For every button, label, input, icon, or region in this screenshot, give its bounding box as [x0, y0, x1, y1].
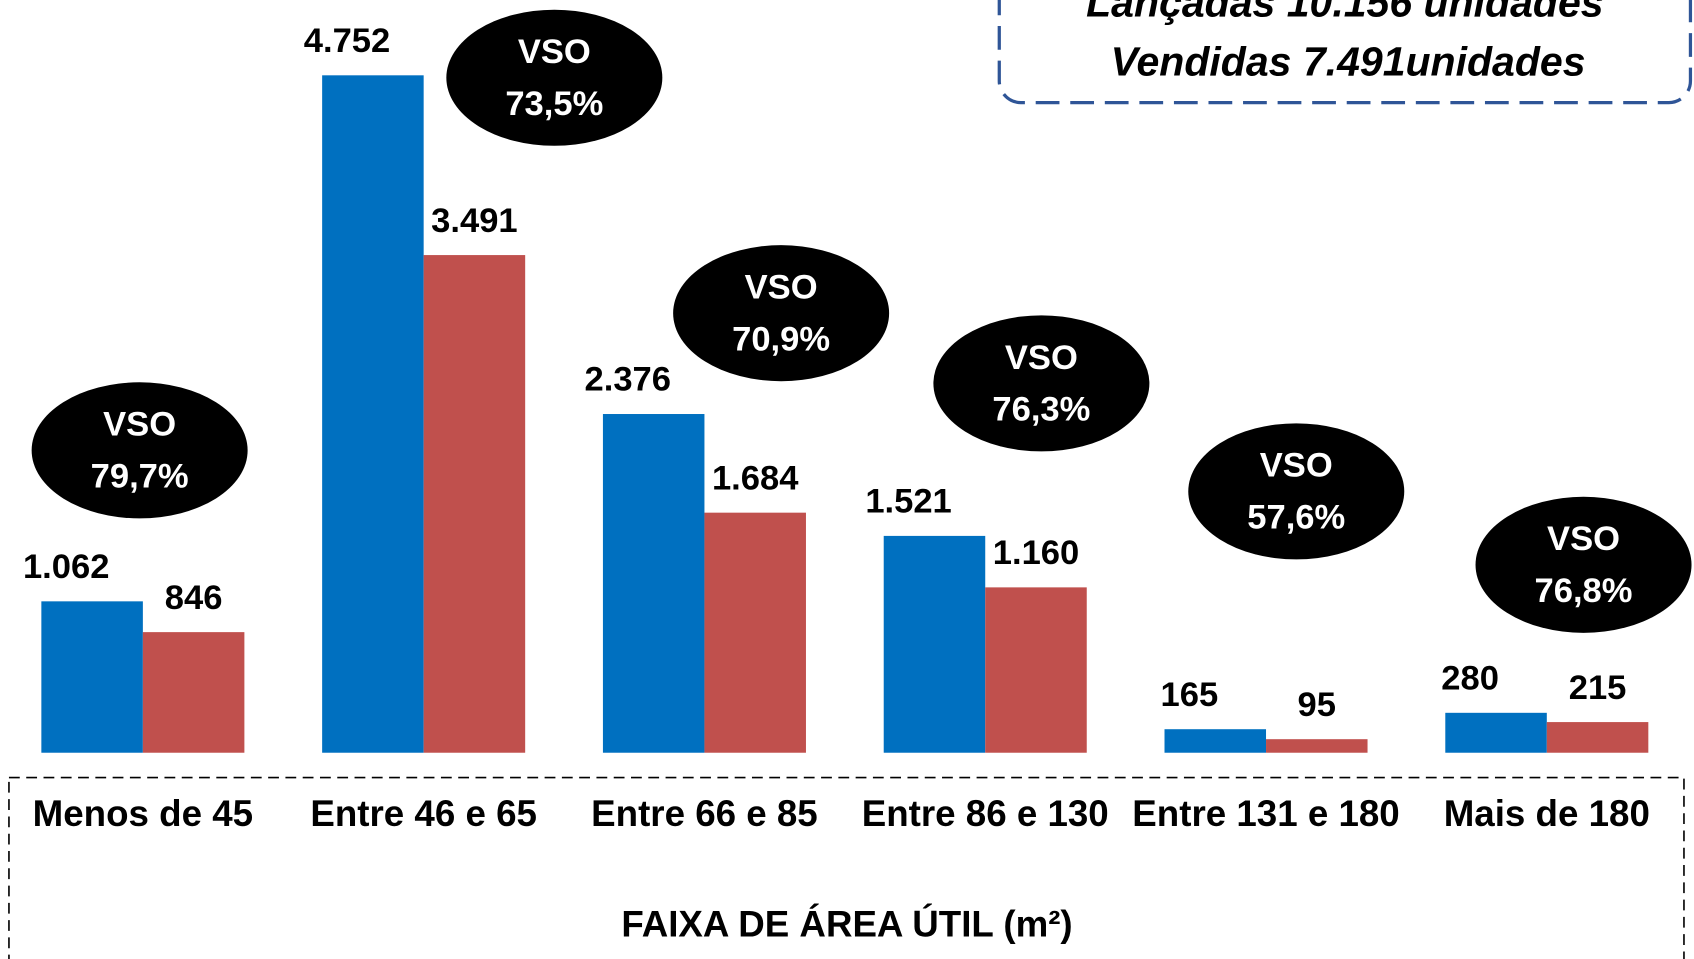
bar: [883, 535, 986, 753]
bar: [1445, 712, 1547, 753]
vso-value: 57,6%: [1247, 499, 1345, 537]
vso-value: 76,8%: [1535, 572, 1633, 610]
vso-label: VSO: [518, 33, 591, 71]
vso-value: 73,5%: [505, 85, 603, 123]
vso-bubble: [673, 245, 890, 382]
x-tick-label-box: Entre 46 e 65: [310, 793, 537, 835]
x-axis-label: FAIXA DE ÁREA ÚTIL (m²): [621, 902, 1072, 944]
bar: [322, 75, 424, 753]
bar: [985, 587, 1087, 753]
bar: [1266, 739, 1368, 753]
value-label: 2.376: [585, 361, 671, 399]
value-label: 1.521: [865, 483, 951, 521]
x-tick-label: Mais de 180: [1443, 793, 1650, 835]
vso-value: 76,3%: [992, 391, 1090, 429]
bar: [704, 512, 806, 753]
x-tick-label: Menos de 45: [32, 793, 254, 835]
x-tick-label-box: Entre 86 e 130: [861, 793, 1109, 835]
summary-text: Vendidas 7.491unidades: [1111, 39, 1586, 85]
value-label: 95: [1298, 686, 1336, 724]
vso-value: 70,9%: [732, 320, 830, 358]
vso-label: VSO: [1547, 520, 1620, 558]
value-label: 1.160: [993, 534, 1079, 572]
bar: [602, 414, 705, 753]
vso-bubble: [446, 9, 663, 146]
vso-bubble: [933, 315, 1150, 452]
x-tick-label-box: Entre 66 e 85: [591, 793, 818, 835]
value-label: 846: [165, 579, 223, 617]
vso-label: VSO: [1005, 339, 1078, 377]
value-label: 1.684: [712, 459, 799, 497]
vso-bubble: [1188, 423, 1405, 560]
vso-label: VSO: [103, 406, 176, 444]
axis-box: [8, 776, 1685, 959]
x-tick-label: Entre 131 e 180: [1132, 793, 1400, 835]
vso-bubble: [31, 382, 248, 519]
summary-box: [997, 0, 1693, 105]
value-label: 280: [1441, 660, 1499, 698]
value-label: 215: [1569, 669, 1627, 707]
bar: [41, 601, 143, 753]
x-tick-label-box: Entre 131 e 180: [1132, 793, 1400, 835]
x-tick-label: Entre 86 e 130: [861, 793, 1109, 835]
bar: [142, 632, 245, 753]
bar: [1546, 722, 1649, 753]
value-label: 3.491: [431, 202, 517, 240]
x-tick-label-box: Mais de 180: [1443, 793, 1650, 835]
vso-label: VSO: [1260, 447, 1333, 485]
summary-text: Lançadas 10.156 unidades: [1086, 0, 1604, 25]
vso-value: 79,7%: [91, 458, 189, 496]
x-tick-label: Entre 46 e 65: [310, 793, 537, 835]
x-tick-label: Entre 66 e 85: [591, 793, 818, 835]
value-label: 1.062: [23, 548, 109, 586]
value-label: 165: [1161, 676, 1219, 714]
bar: [423, 255, 526, 753]
x-tick-label-box: Menos de 45: [32, 793, 254, 835]
bar: [1164, 729, 1267, 753]
value-label: 4.752: [304, 22, 390, 60]
vso-bubble: [1475, 496, 1692, 633]
vso-label: VSO: [745, 269, 818, 307]
